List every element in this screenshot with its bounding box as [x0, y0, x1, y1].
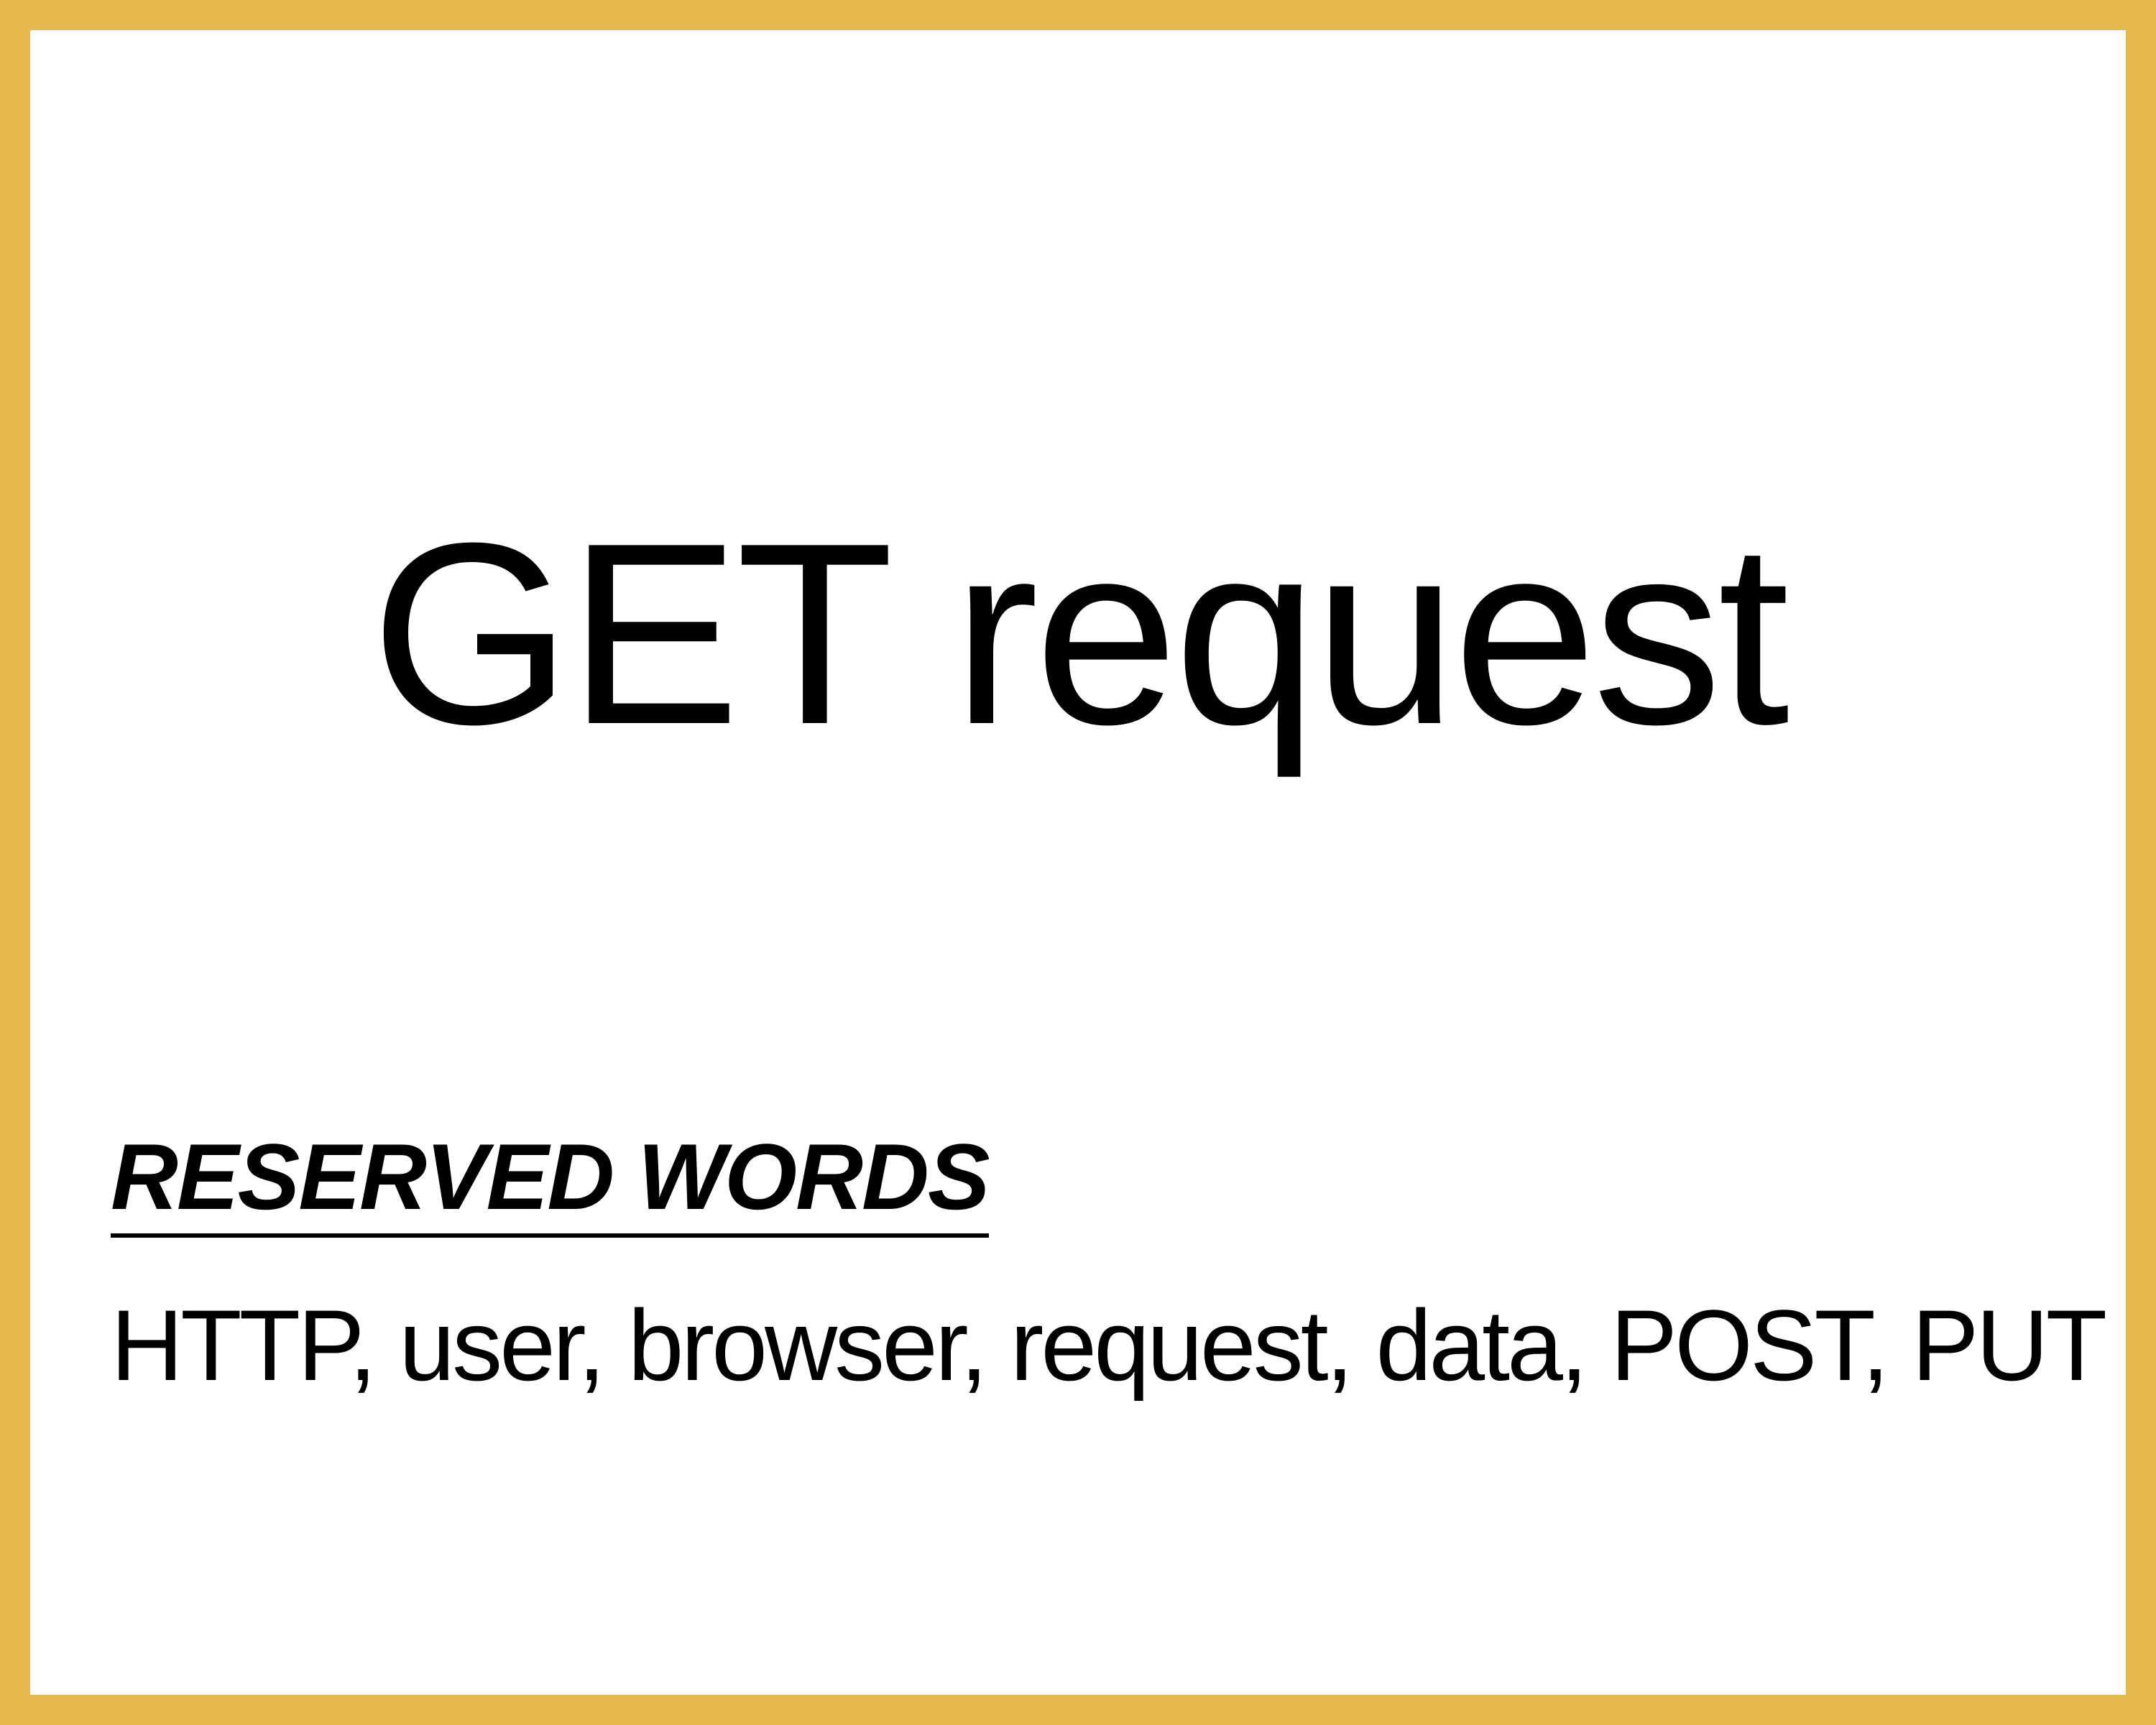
card-title: GET request — [370, 489, 1789, 778]
reserved-words-list: HTTP, user, browser, request, data, POST… — [111, 1289, 2107, 1402]
reserved-words-heading: RESERVED WORDS — [111, 1130, 990, 1238]
